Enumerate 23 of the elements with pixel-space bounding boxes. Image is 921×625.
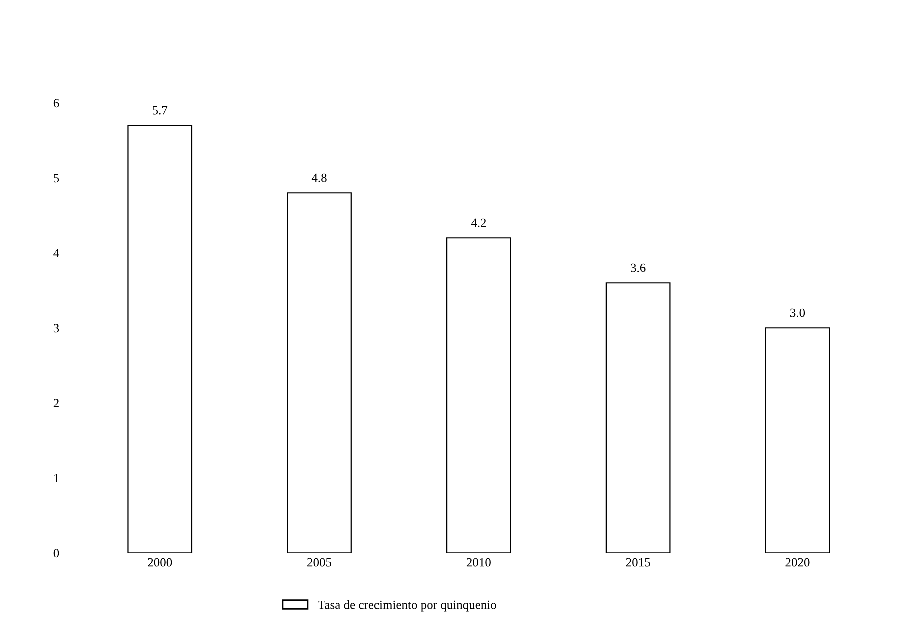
text: 4.2 xyxy=(471,218,486,228)
y-tick-label: 4 xyxy=(54,249,60,258)
x-tick-label: 2010 xyxy=(466,558,491,567)
bar xyxy=(606,282,671,554)
y-tick-label: 3 xyxy=(54,324,60,333)
x-tick-label: 2020 xyxy=(786,558,810,567)
bar xyxy=(765,328,830,554)
text: 3.0 xyxy=(790,308,806,318)
x-tick-label: 2005 xyxy=(308,558,332,567)
bar xyxy=(128,125,193,554)
y-tick-label: 6 xyxy=(54,99,60,108)
x-tick-label: 2000 xyxy=(148,558,172,567)
x-tick-label: 2015 xyxy=(626,558,650,567)
y-tick-label: 0 xyxy=(54,549,60,558)
text: 3.6 xyxy=(631,264,646,272)
y-tick-label: 5 xyxy=(54,174,60,183)
text: 4.8 xyxy=(312,174,327,182)
bar xyxy=(287,192,352,554)
y-tick-label: 2 xyxy=(54,399,59,408)
y-tick-label: 1 xyxy=(54,474,59,482)
legend-label: Tasa de crecimiento por quinquenio xyxy=(318,600,496,612)
bar xyxy=(446,238,512,554)
text: 5.7 xyxy=(153,106,168,115)
